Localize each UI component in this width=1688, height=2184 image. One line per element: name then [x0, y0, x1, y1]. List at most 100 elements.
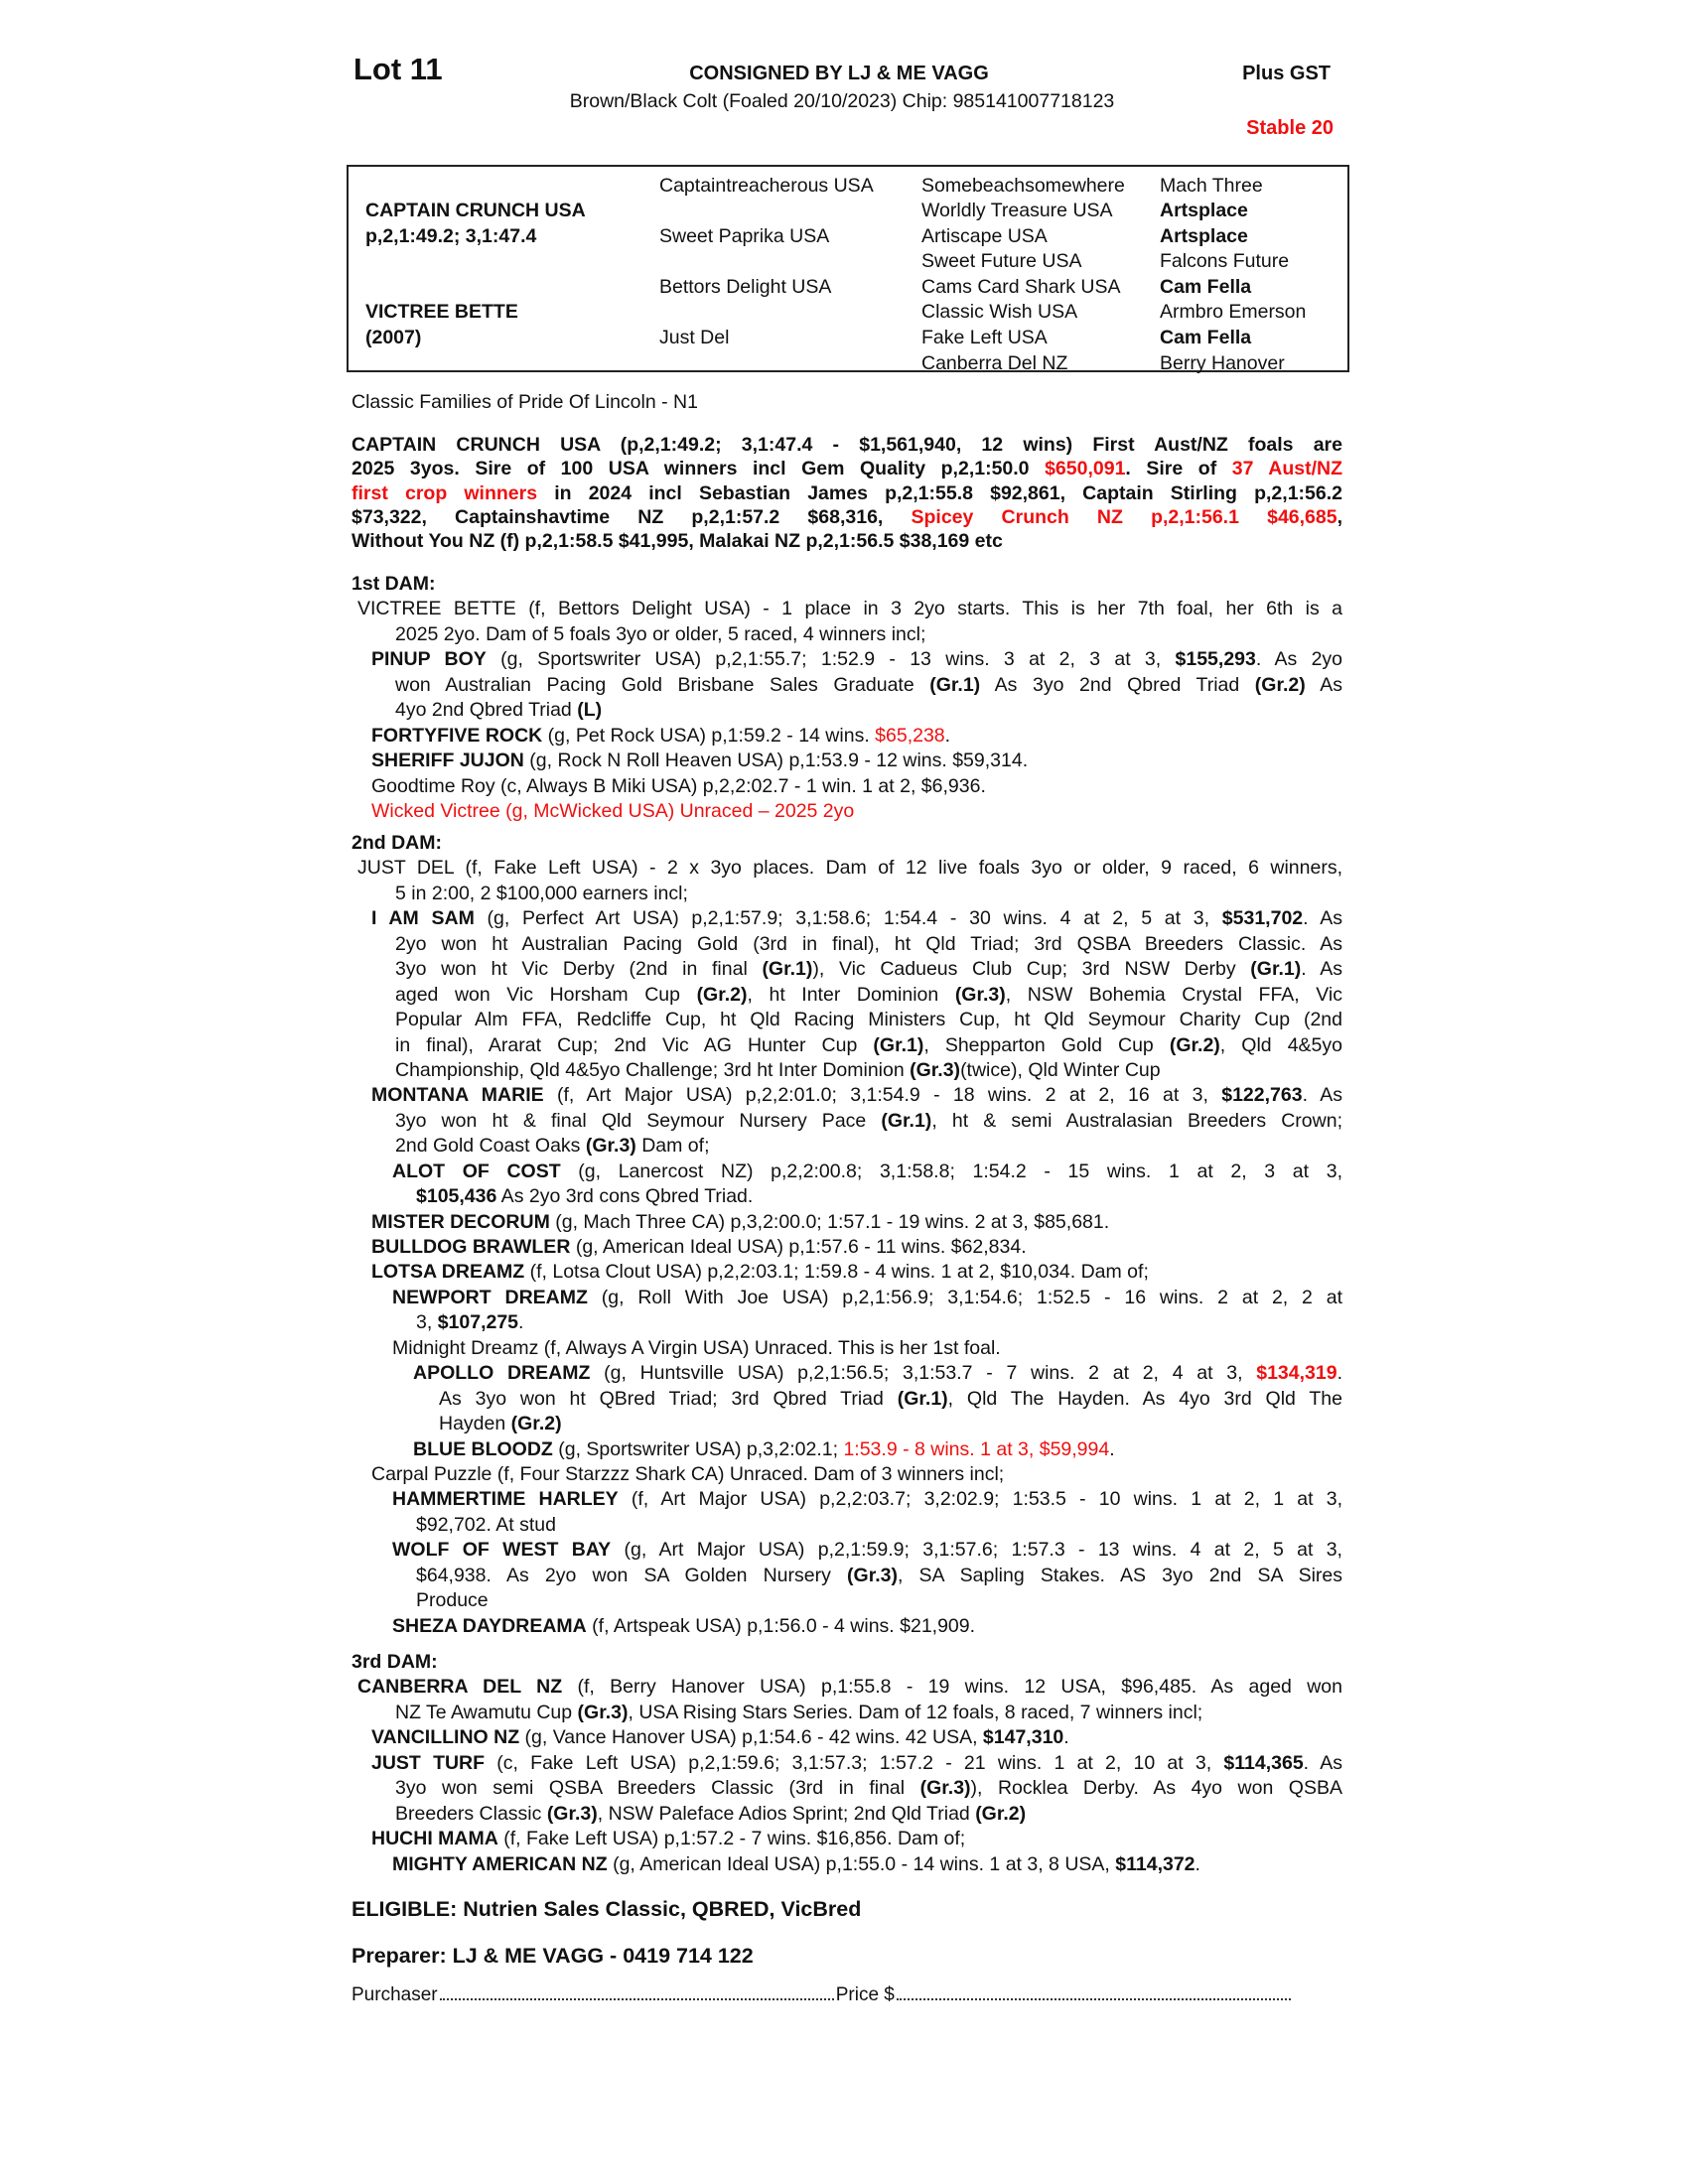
text-segment: 2025 2yo. Dam of 5 foals 3yo or older, 5… — [395, 622, 926, 645]
text-segment: , ht Inter Dominion — [747, 983, 955, 1006]
progeny-entry: MIGHTY AMERICAN NZ (g, American Ideal US… — [352, 1852, 1342, 1877]
progeny-entry-line: 3, $107,275. — [352, 1310, 1342, 1335]
text-segment: As 3yo 2nd Qbred Triad — [980, 673, 1255, 696]
text-segment: (Gr.1) — [1250, 958, 1302, 981]
text-segment: Spicey Crunch NZ p,2,1:56.1 $46,685 — [911, 505, 1337, 528]
pedigree-gen3-name: Canberra Del NZ — [921, 352, 1068, 374]
pedigree-gen3-name: Fake Left USA — [921, 327, 1048, 348]
text-segment: WOLF OF WEST BAY — [392, 1539, 612, 1562]
consignor-title: CONSIGNED BY LJ & ME VAGG — [689, 63, 989, 84]
progeny-entry-line: LOTSA DREAMZ (f, Lotsa Clout USA) p,2,2:… — [352, 1260, 1342, 1285]
progeny-entry: SHERIFF JUJON (g, Rock N Roll Heaven USA… — [352, 749, 1342, 773]
text-segment: . — [518, 1311, 524, 1334]
pedigree-gen2-name: Bettors Delight USA — [659, 276, 832, 298]
progeny-entry-line: MISTER DECORUM (g, Mach Three CA) p,3,2:… — [352, 1210, 1342, 1235]
text-segment: (twice), Qld Winter Cup — [960, 1058, 1161, 1081]
text-segment: (Gr.1) — [762, 958, 813, 981]
progeny-entry-line: HUCHI MAMA (f, Fake Left USA) p,1:57.2 -… — [352, 1827, 1342, 1851]
text-segment: Without You NZ (f) p,2,1:58.5 $41,995, M… — [352, 530, 1003, 553]
text-segment: $531,702 — [1221, 907, 1304, 930]
text-segment: $114,372 — [1115, 1852, 1196, 1875]
text-segment: 37 Aust/NZ — [1231, 458, 1342, 480]
text-segment: (g, Perfect Art USA) p,2,1:57.9; 3,1:58.… — [474, 907, 1222, 930]
pedigree-gen3-name: Cams Card Shark USA — [921, 276, 1121, 298]
progeny-entry-line: CANBERRA DEL NZ (f, Berry Hanover USA) p… — [352, 1675, 1342, 1700]
text-segment: HAMMERTIME HARLEY — [392, 1488, 619, 1511]
progeny-entry-line: VANCILLINO NZ (g, Vance Hanover USA) p,1… — [352, 1725, 1342, 1750]
text-segment: $155,293 — [1175, 648, 1256, 671]
text-segment: 3yo won ht Vic Derby (2nd in final — [395, 958, 763, 981]
text-segment: (g, Mach Three CA) p,3,2:00.0; 1:57.1 - … — [549, 1210, 1110, 1233]
dam-heading: 2nd DAM: — [352, 832, 442, 854]
progeny-entry-line: $105,436 As 2yo 3rd cons Qbred Triad. — [352, 1184, 1342, 1209]
progeny-entry: Carpal Puzzle (f, Four Starzzz Shark CA)… — [352, 1462, 1342, 1487]
progeny-entry-line: Produce — [352, 1588, 1342, 1613]
progeny-entry: APOLLO DREAMZ (g, Huntsville USA) p,2,1:… — [352, 1361, 1342, 1436]
text-segment: , ht & semi Australasian Breeders Crown; — [931, 1109, 1342, 1132]
text-segment: (g, American Ideal USA) p,1:57.6 - 11 wi… — [570, 1236, 1027, 1258]
text-segment: ), Vic Cadueus Club Cup; 3rd NSW Derby — [812, 958, 1251, 981]
text-segment: HUCHI MAMA — [371, 1828, 498, 1850]
text-segment: , Qld The Hayden. As 4yo 3rd Qld The — [947, 1387, 1342, 1410]
text-segment: , NSW Paleface Adios Sprint; 2nd Qld Tri… — [597, 1802, 976, 1825]
progeny-entry: MONTANA MARIE (f, Art Major USA) p,2,2:0… — [352, 1083, 1342, 1159]
text-segment: (Gr.1) — [881, 1109, 932, 1132]
text-segment: SHERIFF JUJON — [371, 750, 524, 772]
text-segment: 3yo won ht & final Qld Seymour Nursery P… — [395, 1109, 882, 1132]
progeny-entry-line: NEWPORT DREAMZ (g, Roll With Joe USA) p,… — [352, 1286, 1342, 1310]
sire-summary-line: 2025 3yos. Sire of 100 USA winners incl … — [352, 457, 1342, 480]
progeny-entry: CANBERRA DEL NZ (f, Berry Hanover USA) p… — [352, 1675, 1342, 1725]
stable-number: Stable 20 — [1246, 117, 1334, 139]
pedigree-gen2-name: Just Del — [659, 327, 730, 348]
pedigree-gen3-name: Worldly Treasure USA — [921, 200, 1113, 221]
text-segment: APOLLO DREAMZ — [413, 1362, 591, 1385]
pedigree-gen3-name: Somebeachsomewhere — [921, 175, 1125, 197]
text-segment: (f, Art Major USA) p,2,2:01.0; 3,1:54.9 … — [543, 1084, 1222, 1107]
text-segment: (g, Rock N Roll Heaven USA) p,1:53.9 - 1… — [523, 750, 1029, 772]
sire-summary-line: CAPTAIN CRUNCH USA (p,2,1:49.2; 3,1:47.4… — [352, 433, 1342, 457]
text-segment: won Australian Pacing Gold Brisbane Sale… — [395, 673, 930, 696]
text-segment: (f, Artspeak USA) p,1:56.0 - 4 wins. $21… — [586, 1614, 976, 1637]
text-segment: (Gr.3) — [847, 1564, 898, 1586]
text-segment: Championship, Qld 4&5yo Challenge; 3rd h… — [395, 1058, 911, 1081]
progeny-entry-line: 2025 2yo. Dam of 5 foals 3yo or older, 5… — [352, 622, 1342, 647]
text-segment: (Gr.2) — [1254, 673, 1306, 696]
progeny-entry-line: NZ Te Awamutu Cup (Gr.3), USA Rising Sta… — [352, 1701, 1342, 1725]
text-segment: $65,238 — [875, 724, 945, 747]
text-segment: . — [1109, 1437, 1115, 1460]
text-segment: , — [1336, 505, 1342, 528]
progeny-entry: Wicked Victree (g, McWicked USA) Unraced… — [352, 799, 1342, 824]
progeny-entry: Goodtime Roy (c, Always B Miki USA) p,2,… — [352, 774, 1342, 799]
pedigree-gen2-name: Sweet Paprika USA — [659, 225, 830, 247]
text-segment: MIGHTY AMERICAN NZ — [392, 1852, 608, 1875]
text-segment: (g, Pet Rock USA) p,1:59.2 - 14 wins. — [542, 724, 876, 747]
purchaser-price-row: Purchaser Price $ — [352, 1981, 1293, 2009]
text-segment: $92,702. At stud — [416, 1513, 556, 1536]
text-segment: LOTSA DREAMZ — [371, 1261, 525, 1284]
third-dam-section: 3rd DAM: CANBERRA DEL NZ (f, Berry Hanove… — [352, 1650, 1342, 1877]
text-segment: $107,275 — [437, 1311, 519, 1334]
text-segment: (f, Lotsa Clout USA) p,2,2:03.1; 1:59.8 … — [524, 1261, 1149, 1284]
text-segment: (Gr.3) — [919, 1777, 971, 1800]
text-segment: 2025 3yos. Sire of 100 USA winners incl … — [352, 458, 1046, 480]
text-segment: , USA Rising Stars Series. Dam of 12 foa… — [628, 1701, 1203, 1723]
text-segment: . As — [1301, 958, 1342, 981]
pedigree-gen3-name: Artiscape USA — [921, 225, 1048, 247]
progeny-entry: ALOT OF COST (g, Lanercost NZ) p,2,2:00.… — [352, 1160, 1342, 1210]
pedigree-gen4-name: Cam Fella — [1160, 276, 1252, 298]
progeny-entry-line: Hayden (Gr.2) — [352, 1412, 1342, 1436]
text-segment: 1:53.9 - 8 wins. 1 at 3, $59,994 — [843, 1437, 1110, 1460]
text-segment: Goodtime Roy (c, Always B Miki USA) p,2,… — [371, 774, 986, 797]
family-line: Classic Families of Pride Of Lincoln - N… — [352, 391, 698, 413]
progeny-entry-line: As 3yo won ht QBred Triad; 3rd Qbred Tri… — [352, 1387, 1342, 1412]
purchaser-field[interactable] — [439, 1998, 834, 2000]
progeny-entry-line: won Australian Pacing Gold Brisbane Sale… — [352, 673, 1342, 698]
text-segment: BLUE BLOODZ — [413, 1437, 553, 1460]
price-field[interactable] — [896, 1998, 1291, 2000]
text-segment: $73,322, Captainshavtime NZ p,2,1:57.2 $… — [352, 505, 912, 528]
text-segment: VANCILLINO NZ — [371, 1726, 520, 1749]
text-segment: As — [1305, 673, 1342, 696]
progeny-entry-line: MIGHTY AMERICAN NZ (g, American Ideal US… — [352, 1852, 1342, 1877]
pedigree-gen4-name: Armbro Emerson — [1160, 301, 1307, 323]
progeny-entry-line: FORTYFIVE ROCK (g, Pet Rock USA) p,1:59.… — [352, 724, 1342, 749]
